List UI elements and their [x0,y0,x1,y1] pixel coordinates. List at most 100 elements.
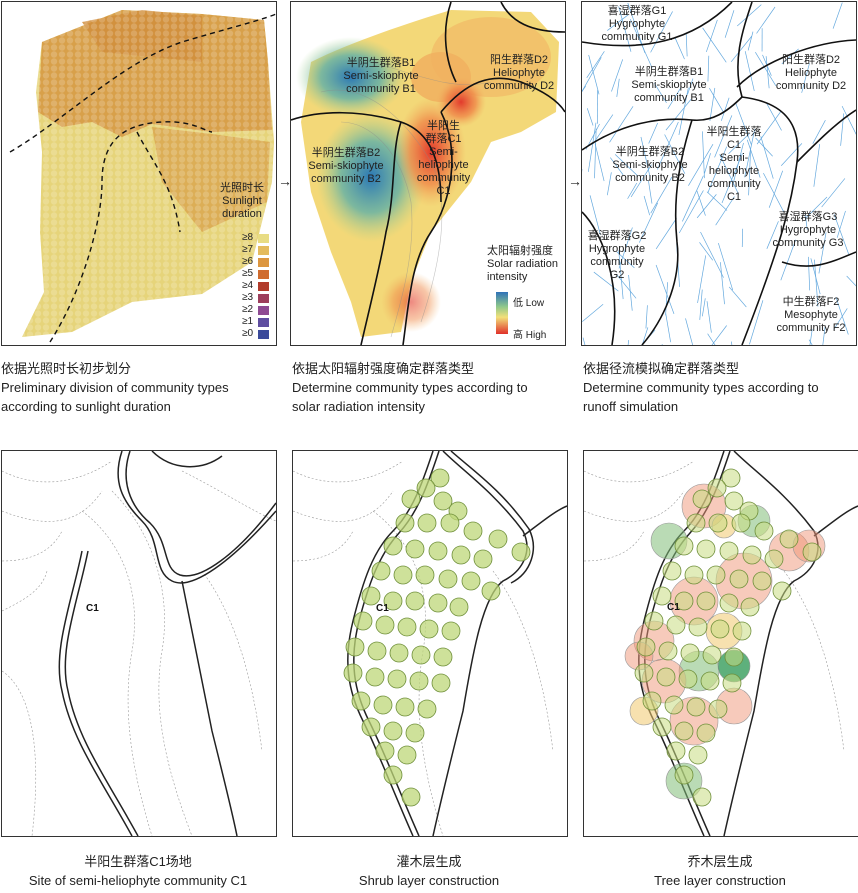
shrub-symbol [451,545,471,565]
shrub-symbol [772,581,792,601]
label-c1-en4: C1 [436,185,451,197]
sunlight-legend-label: ≥3 [242,292,254,303]
boundary-d2 [736,39,856,88]
shrub-symbol [664,695,684,715]
label-c1-en4: C1 [726,191,742,203]
runoff-flow-line [756,6,776,34]
runoff-flow-line [641,327,649,345]
runoff-flow-line [707,55,710,82]
runoff-flow-line [645,305,648,329]
division-line-2 [49,121,213,343]
shrub-symbol [658,641,678,661]
sunlight-legend-swatch [258,246,269,255]
shrub-symbol [481,581,501,601]
shrub-symbol [393,565,413,585]
runoff-flow-line [654,83,667,103]
caption-panel1-cn: 依据光照时长初步划分 [1,361,132,376]
shrub-symbol [779,529,799,549]
tree-layer-panel: C1 [583,450,858,837]
radiation-colorbar [496,292,508,334]
runoff-flow-line [700,231,724,278]
shrub-symbol [707,478,727,498]
runoff-flow-line [781,48,799,65]
shrub-symbol [724,491,744,511]
runoff-flow-line [748,149,751,196]
shrub-symbol [441,621,461,641]
runoff-flow-line [706,191,728,211]
shrub-symbol [688,617,708,637]
caption-panel2: 依据太阳辐射强度确定群落类型 Determine community types… [292,359,572,416]
caption-panel5: 灌木层生成 Shrub layer construction [292,852,566,890]
label-d2: 阳生群落D2 Heliophyte community D2 [476,54,562,93]
runoff-flow-line [809,329,813,345]
boundary-b1 [582,96,743,151]
shrub-symbol [752,571,772,591]
runoff-flow-line [616,251,635,269]
shrub-symbol [702,645,722,665]
solar-radiation-map [291,2,565,345]
shrub-symbol [511,542,531,562]
shrub-symbol [440,513,460,533]
shrub-symbol [343,663,363,683]
runoff-flow-line [643,195,650,216]
runoff-flow-line [699,242,714,261]
sunlight-legend-swatch [258,306,269,315]
runoff-flow-line [648,180,653,204]
runoff-flow-line [630,164,652,198]
division-line-1 [9,13,276,153]
shrub-symbol [428,541,448,561]
runoff-flow-line [655,264,675,314]
label-b1-en2: community B1 [346,83,416,95]
shrub-symbol [636,637,656,657]
runoff-flow-line [702,27,727,63]
runoff-flow-line [665,282,668,316]
runoff-flow-line [731,341,733,345]
boundary-top [444,2,457,83]
runoff-flow-line [744,129,756,178]
shrub-symbol [644,611,664,631]
shrub-symbol [397,617,417,637]
label-d2-cn: 阳生群落D2 [781,54,841,66]
caption-panel3: 依据径流模拟确定群落类型 Determine community types a… [583,359,858,416]
runoff-flow-line [728,286,747,308]
shrub-symbol [409,671,429,691]
runoff-flow-line [780,143,803,166]
shrub-symbol [732,621,752,641]
shrub-symbol [345,637,365,657]
label-g3-cn: 喜湿群落G3 [778,211,838,223]
runoff-flow-line [650,176,673,214]
runoff-simulation-map [582,2,856,345]
runoff-flow-line [667,87,682,109]
shrub-symbol [389,643,409,663]
label-d2-en1: Heliophyte [493,67,545,79]
runoff-flow-line [724,10,735,38]
runoff-flow-line [587,122,597,172]
shrub-symbol [686,513,706,533]
shrub-symbol [405,539,425,559]
runoff-flow-line [720,262,725,305]
boundary-g1 [582,2,733,47]
label-g2-en1: Hygrophyte [588,243,646,255]
runoff-flow-line [606,172,612,196]
runoff-flow-line [664,134,686,174]
sunlight-legend-swatch [258,282,269,291]
runoff-flow-line [702,131,705,179]
site-label-c1: C1 [376,603,389,614]
shrub-symbol [666,615,686,635]
shrub-symbol [696,539,716,559]
site-c1-panel: C1 [1,450,277,837]
runoff-flow-line [627,182,638,199]
runoff-flow-line [721,97,730,121]
runoff-flow-line [805,196,828,218]
shrub-symbol [417,699,437,719]
radiation-legend-en2: intensity [487,271,528,283]
runoff-flow-line [833,214,849,255]
runoff-flow-line [808,339,813,345]
caption-panel1-en2: according to sunlight duration [1,399,171,414]
shrub-symbol [678,669,698,689]
runoff-flow-line [763,172,785,212]
runoff-flow-line [696,194,717,219]
shrub-symbol [383,721,403,741]
runoff-flow-line [610,157,624,176]
shrub-symbol [674,721,694,741]
